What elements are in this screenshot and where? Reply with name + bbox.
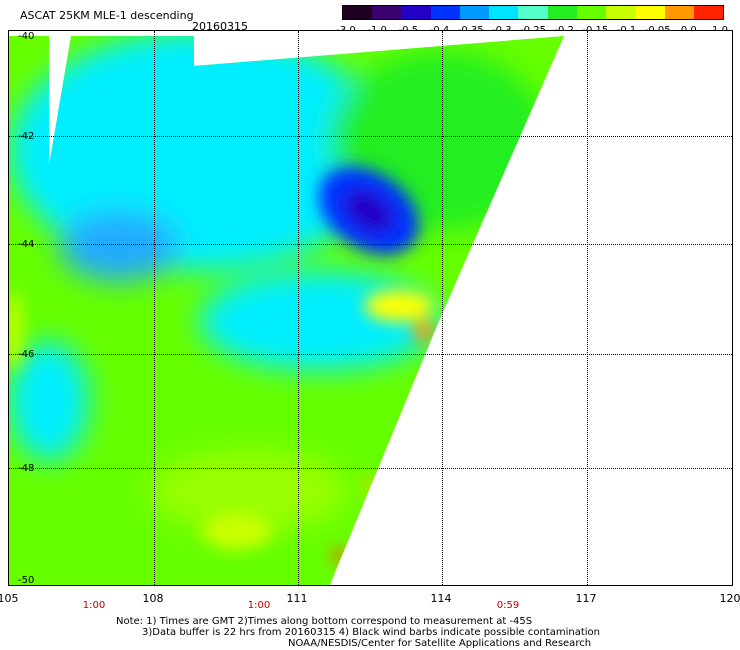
colorbar-segment: [430, 6, 460, 19]
meridian-line: [442, 31, 443, 585]
time-label: 1:00: [82, 600, 106, 611]
lon-label: 120: [719, 592, 740, 605]
lon-label: 111: [286, 592, 308, 605]
colorbar-segment: [606, 6, 636, 19]
product-title: ASCAT 25KM MLE-1 descending: [20, 9, 194, 22]
lat-label: -50: [18, 575, 35, 586]
colorbar-segment: [635, 6, 665, 19]
note-line-1: Note: 1) Times are GMT 2)Times along bot…: [116, 616, 533, 627]
colorbar-segment: [372, 6, 402, 19]
colorbar-segment: [489, 6, 519, 19]
parallel-line: [9, 136, 732, 137]
data-swath: [9, 36, 564, 585]
colorbar-segment: [664, 6, 694, 19]
colorbar-segment: [576, 6, 607, 19]
lon-label: 108: [142, 592, 164, 605]
meridian-line: [587, 31, 588, 585]
colorbar-segment: [693, 6, 724, 19]
note-line-3: NOAA/NESDIS/Center for Satellite Applica…: [288, 638, 592, 649]
colorbar-segment: [401, 6, 431, 19]
meridian-line: [298, 31, 299, 585]
lon-label: 117: [575, 592, 597, 605]
colorbar-segment: [547, 6, 577, 19]
parallel-line: [9, 354, 732, 355]
lat-label: -48: [18, 463, 35, 474]
lat-label: -46: [18, 349, 35, 360]
colorbar-segment: [343, 6, 373, 19]
note-line-2: 3)Data buffer is 22 hrs from 20160315 4)…: [142, 627, 600, 638]
time-label: 0:59: [496, 600, 520, 611]
map-panel[interactable]: -40 -42 -44 -46 -48 -50: [8, 30, 733, 586]
colorbar-segment: [518, 6, 548, 19]
lon-label: 105: [0, 592, 19, 605]
lat-label: -44: [18, 239, 35, 250]
product-date: 20160315: [192, 20, 248, 33]
lat-label: -42: [18, 131, 35, 142]
colorbar-segment: [459, 6, 490, 19]
parallel-line: [9, 244, 732, 245]
swath-field: [9, 36, 564, 585]
parallel-line: [9, 468, 732, 469]
meridian-line: [154, 31, 155, 585]
lon-label: 114: [430, 592, 452, 605]
colorbar: [342, 5, 724, 20]
lat-label: -40: [18, 31, 35, 42]
time-label: 1:00: [247, 600, 271, 611]
